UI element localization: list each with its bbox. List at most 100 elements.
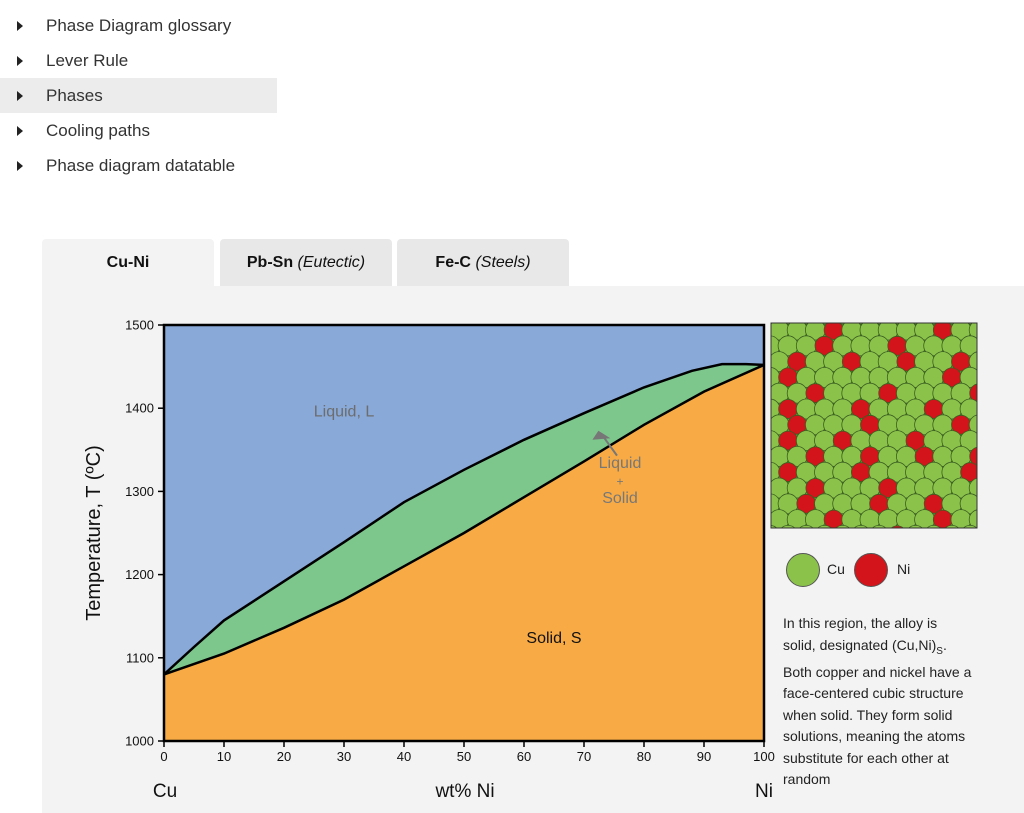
cu-atom (855, 323, 867, 325)
cu-atom (978, 336, 998, 356)
cu-atom (968, 351, 977, 372)
nav-item-cooling-paths[interactable]: Cooling paths (0, 113, 277, 148)
x-tick-label: 70 (577, 749, 591, 764)
cu-atom (987, 446, 1007, 466)
region-description: In this region, the alloy is solid, desi… (783, 613, 973, 791)
y-tick-label: 1200 (125, 567, 154, 582)
cu-atom (959, 335, 977, 357)
cu-atom (944, 525, 960, 528)
cu-atom (835, 525, 851, 528)
cu-atom (959, 430, 977, 451)
nav-item-phases[interactable]: Phases (0, 78, 277, 113)
cu-atom (817, 525, 832, 528)
tab-pb-sn[interactable]: Pb-Sn (Eutectic) (220, 239, 392, 286)
cu-atom (978, 462, 998, 482)
cu-atom (871, 525, 887, 528)
solidus-line (163, 363, 765, 676)
cu-atom (771, 525, 778, 528)
expand-arrow-icon (17, 56, 23, 66)
cu-atom (997, 399, 1017, 419)
cu-atom (769, 541, 789, 561)
cu-atom (837, 323, 849, 325)
cu-atom (997, 462, 1017, 482)
cu-atom (978, 399, 998, 419)
tab-label: Cu-Ni (106, 254, 150, 271)
x-end-label-cu: Cu (153, 781, 177, 802)
cu-atom (928, 323, 940, 325)
tab-fe-c[interactable]: Fe-C (Steels) (397, 239, 569, 286)
topic-list: Phase Diagram glossary Lever Rule Phases… (0, 8, 280, 183)
cu-atom (987, 478, 1007, 498)
tab-label: Pb-Sn (246, 254, 294, 271)
cu-atom (933, 541, 953, 561)
y-axis-label: Temperature, T (ºC) (83, 445, 105, 621)
cu-atom (873, 323, 885, 325)
cu-atom (987, 320, 1007, 340)
cu-atom (782, 323, 794, 325)
x-tick-label: 90 (697, 749, 711, 764)
solid-region (164, 364, 764, 741)
liquidus-line (163, 362, 765, 676)
lattice-border (770, 322, 978, 529)
cu-atom (987, 383, 1007, 403)
cu-atom (891, 323, 903, 325)
region-label-solid: Solid, S (526, 630, 581, 647)
x-tick-label: 30 (337, 749, 351, 764)
crystal-lattice-image (769, 320, 1017, 561)
nav-item-lever-rule[interactable]: Lever Rule (0, 43, 277, 78)
ni-atom (969, 446, 977, 467)
expand-arrow-icon (17, 161, 23, 171)
tab-cu-ni[interactable]: Cu-Ni (42, 239, 214, 286)
nav-item-datatable[interactable]: Phase diagram datatable (0, 148, 277, 183)
cu-atom (780, 525, 796, 528)
nav-item-label: Cooling paths (46, 121, 150, 140)
nav-item-glossary[interactable]: Phase Diagram glossary (0, 8, 277, 43)
tab-suffix: (Eutectic) (297, 254, 366, 271)
y-tick-label: 1500 (125, 318, 154, 333)
cu-atom (978, 431, 998, 451)
cu-atom (969, 541, 989, 561)
cu-atom-icon (786, 553, 820, 587)
cu-atom (964, 323, 976, 325)
cu-atom (824, 541, 844, 561)
pointer-arrowhead-icon (592, 430, 611, 440)
region-label-plus: + (616, 475, 623, 489)
ni-atom-icon (854, 553, 888, 587)
expand-arrow-icon (17, 21, 23, 31)
legend-label-cu: Cu (827, 561, 845, 577)
cu-atom (968, 509, 977, 528)
y-tick-label: 1300 (125, 484, 154, 499)
cu-atom (997, 494, 1017, 514)
cu-atom (978, 525, 998, 545)
cu-atom (926, 525, 942, 528)
cu-atom (800, 323, 812, 325)
cu-atom (951, 541, 971, 561)
x-tick-label: 60 (517, 749, 531, 764)
cu-atom (968, 477, 977, 499)
region-label-two-phase: Liquid (599, 455, 642, 472)
cu-atom (987, 541, 1007, 561)
x-tick-label: 20 (277, 749, 291, 764)
nav-item-label: Phase diagram datatable (46, 156, 236, 175)
cu-atom (987, 510, 1007, 530)
ni-atom (890, 525, 904, 528)
tab-suffix: (Steels) (475, 254, 531, 271)
cu-atom (896, 541, 916, 561)
expand-arrow-icon (17, 91, 23, 101)
cu-atom (908, 525, 923, 528)
cu-atom (798, 525, 814, 528)
y-tick-label: 1000 (125, 734, 154, 749)
x-tick-label: 0 (160, 749, 167, 764)
cu-atom (987, 352, 1007, 372)
cu-atom (997, 367, 1017, 387)
tab-label: Fe-C (435, 254, 471, 271)
cu-atom (915, 541, 935, 561)
cu-atom (909, 323, 922, 325)
description-subscript: S (936, 645, 943, 657)
x-axis-label: wt% Ni (434, 781, 494, 802)
cu-atom (771, 323, 776, 325)
legend-label-ni: Ni (897, 561, 911, 577)
cu-atom (959, 493, 977, 515)
ni-atom (960, 462, 977, 483)
